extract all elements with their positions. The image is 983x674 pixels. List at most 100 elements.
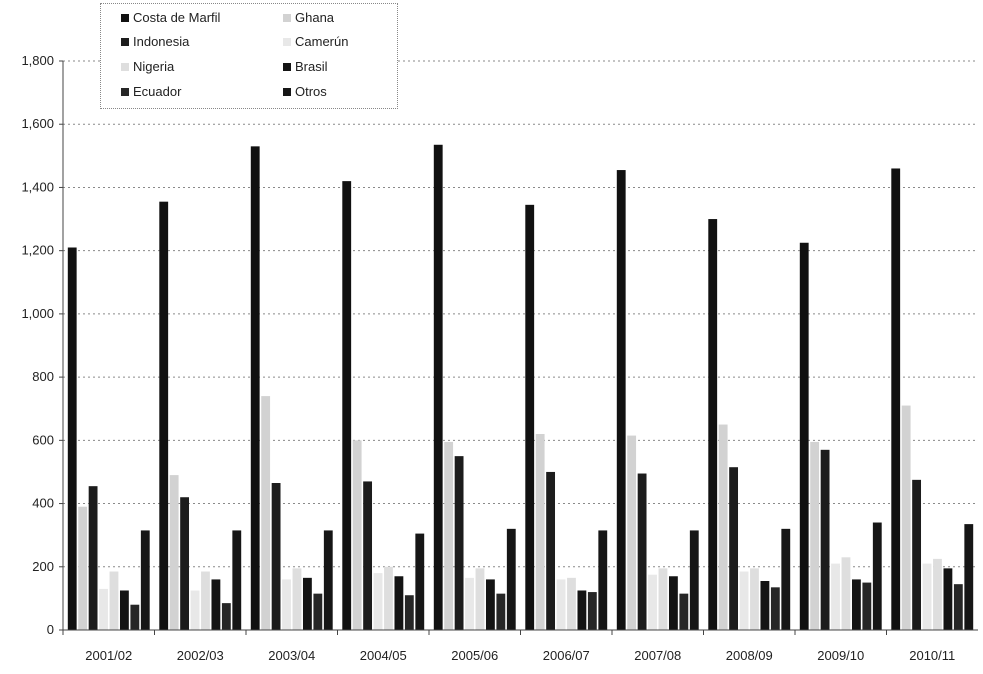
bar — [433, 144, 443, 630]
legend: Costa de Marfil Ghana Indonesia Camerún … — [100, 3, 398, 109]
bar — [99, 588, 108, 630]
legend-item-nigeria: Nigeria — [121, 59, 174, 74]
y-tick-label: 800 — [32, 369, 54, 384]
bar — [862, 582, 872, 630]
legend-label: Indonesia — [133, 34, 190, 49]
bar — [221, 603, 231, 630]
bar — [363, 481, 373, 630]
y-axis: 0 200 400 600 800 1,000 1,200 1,400 1,600 1,800 — [21, 53, 64, 637]
x-tick-label: 2004/05 — [360, 648, 407, 663]
legend-item-costa-de-marfil: Costa de Marfil — [121, 10, 220, 25]
bar — [282, 579, 291, 630]
x-axis: 2001/02 2002/03 2003/04 2004/05 2005/06 2006/… — [62, 629, 978, 663]
bars — [67, 144, 974, 631]
y-tick-label: 400 — [32, 496, 54, 511]
bar — [130, 604, 140, 630]
bar — [485, 579, 495, 630]
bar — [922, 563, 932, 630]
bar — [201, 571, 210, 630]
bar — [88, 486, 98, 630]
legend-label: Costa de Marfil — [133, 10, 221, 25]
bar — [323, 530, 333, 630]
bar — [799, 242, 809, 630]
bar — [119, 590, 129, 630]
bar — [109, 571, 119, 630]
bar — [658, 568, 668, 630]
y-tick-label: 1,400 — [21, 179, 54, 194]
legend-swatch — [121, 62, 129, 71]
bar — [342, 181, 352, 630]
bar — [718, 424, 728, 630]
bar — [211, 579, 221, 630]
bar — [750, 568, 759, 630]
bar — [679, 593, 689, 630]
bar — [770, 587, 780, 630]
bar — [781, 528, 791, 630]
bar — [313, 593, 323, 630]
bar — [943, 568, 953, 630]
bar — [851, 579, 861, 630]
bar — [627, 435, 637, 630]
bar — [933, 558, 942, 630]
bar — [598, 530, 608, 630]
legend-swatch — [121, 87, 129, 96]
legend-label: Brasil — [295, 59, 328, 74]
bar — [912, 479, 922, 630]
bar — [454, 456, 464, 630]
legend-swatch — [283, 13, 291, 22]
bar — [169, 475, 179, 630]
bar — [261, 396, 271, 630]
bar — [465, 577, 474, 630]
legend-label: Ghana — [295, 10, 335, 25]
bar — [760, 581, 770, 630]
bar — [648, 574, 657, 630]
bar — [616, 170, 626, 630]
x-tick-label: 2009/10 — [817, 648, 864, 663]
y-tick-label: 1,800 — [21, 53, 54, 68]
legend-swatch — [283, 87, 291, 96]
bar — [78, 506, 88, 630]
x-tick-label: 2008/09 — [726, 648, 773, 663]
legend-swatch — [283, 62, 291, 71]
x-tick-label: 2001/02 — [85, 648, 132, 663]
legend-swatch — [121, 37, 129, 46]
bar — [901, 405, 911, 630]
bar — [739, 571, 749, 630]
legend-item-indonesia: Indonesia — [121, 34, 189, 49]
x-tick-label: 2007/08 — [634, 648, 681, 663]
y-tick-label: 600 — [32, 432, 54, 447]
legend-item-otros: Otros — [283, 84, 327, 99]
bar — [831, 563, 840, 630]
bar — [577, 590, 587, 630]
x-tick-label: 2006/07 — [543, 648, 590, 663]
x-tick-label: 2002/03 — [177, 648, 224, 663]
y-tick-label: 200 — [32, 559, 54, 574]
bar — [708, 219, 718, 631]
bar — [271, 483, 281, 630]
y-tick-label: 0 — [47, 622, 54, 637]
bar — [820, 449, 830, 630]
y-tick-label: 1,000 — [21, 306, 54, 321]
bar — [67, 247, 77, 630]
bar — [546, 471, 556, 630]
bar — [475, 568, 485, 630]
bar — [292, 568, 302, 630]
bar — [190, 590, 200, 630]
bar — [180, 497, 190, 630]
bar — [404, 595, 414, 630]
bar — [232, 530, 242, 630]
bar — [140, 530, 150, 630]
bar — [302, 577, 312, 630]
legend-item-camerun: Camerún — [283, 34, 348, 49]
y-tick-label: 1,600 — [21, 116, 54, 131]
bar — [415, 533, 425, 630]
legend-item-ghana: Ghana — [283, 10, 334, 25]
bar — [637, 473, 647, 630]
bar — [668, 576, 678, 630]
bar — [373, 573, 383, 630]
bar — [872, 522, 882, 630]
bar — [384, 566, 393, 630]
bar — [394, 576, 404, 630]
